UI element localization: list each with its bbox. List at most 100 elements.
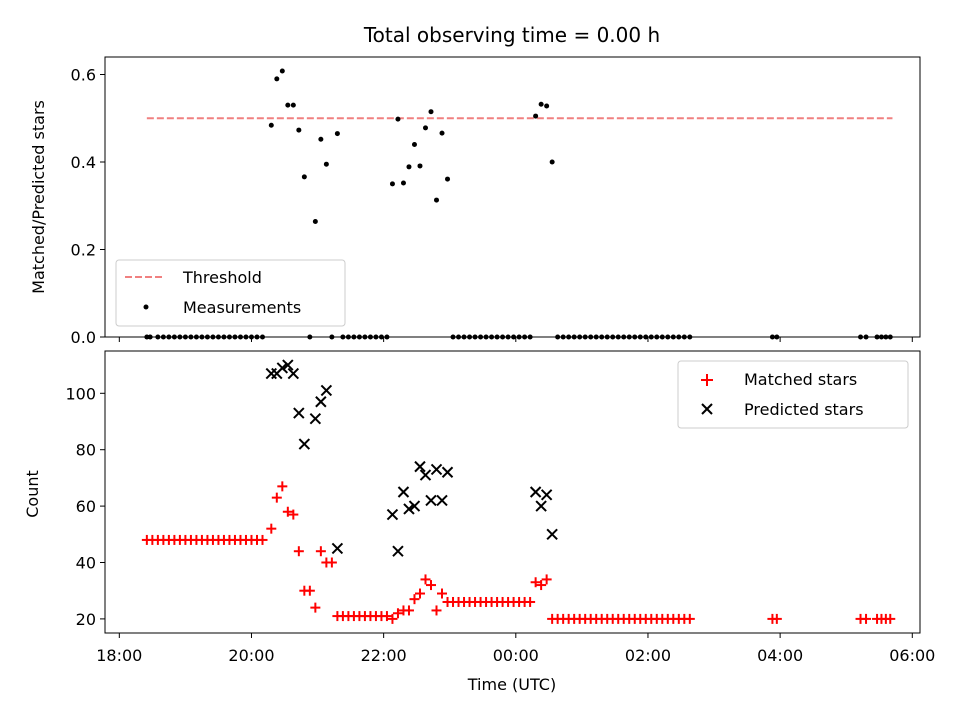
measurement-point <box>290 102 296 108</box>
measurement-point <box>334 131 340 137</box>
measurement-point <box>323 161 329 167</box>
matched-stars-point <box>271 492 282 503</box>
matched-stars-point <box>536 580 547 591</box>
x-tick-label: 04:00 <box>757 646 803 665</box>
matched-stars-point <box>420 574 431 585</box>
measurement-point <box>395 116 401 122</box>
matched-stars-point <box>381 611 392 622</box>
predicted-stars-point <box>414 460 426 473</box>
predicted-stars-point <box>408 500 421 512</box>
matched-stars-point <box>684 613 695 624</box>
matched-stars-point <box>525 596 536 607</box>
top-y-tick-label: 0.4 <box>71 153 96 172</box>
measurement-point <box>428 109 434 115</box>
predicted-stars-point <box>293 407 305 419</box>
matched-stars-point <box>437 588 448 599</box>
matched-stars-point <box>387 613 398 624</box>
matched-stars-point <box>257 534 268 545</box>
legend-predicted-label: Predicted stars <box>744 400 864 419</box>
matched-stars-point <box>293 546 304 557</box>
matched-stars-point <box>282 506 293 517</box>
legend-matched-label: Matched stars <box>744 370 857 389</box>
predicted-stars-point <box>403 503 415 515</box>
predicted-stars-point <box>386 508 399 521</box>
bottom-legend-box <box>677 360 909 429</box>
measurement-point <box>538 101 544 107</box>
matched-stars-point <box>771 613 782 624</box>
matched-stars-point <box>304 585 315 596</box>
measurement-point <box>312 219 318 224</box>
legend-predicted-marker <box>701 403 713 415</box>
predicted-stars-point <box>546 528 558 541</box>
predicted-stars-point <box>436 494 448 507</box>
predicted-stars-point <box>430 463 443 476</box>
top-y-tick-label: 0.6 <box>71 66 96 85</box>
measurement-point <box>422 125 428 131</box>
predicted-stars-point <box>309 412 322 425</box>
predicted-stars-point <box>320 384 333 397</box>
matched-stars-point <box>409 594 420 605</box>
matched-stars-point <box>266 523 277 534</box>
measurement-point <box>389 181 395 187</box>
measurement-point <box>406 164 412 170</box>
x-tick-label: 20:00 <box>228 646 274 665</box>
predicted-stars-point <box>392 545 404 557</box>
measurement-point <box>274 76 280 82</box>
measurement-point <box>285 102 291 108</box>
measurement-point <box>417 163 423 169</box>
legend-threshold-label: Threshold <box>182 268 262 287</box>
predicted-stars-point <box>425 494 437 507</box>
x-tick-label: 02:00 <box>625 646 671 665</box>
predicted-stars-point <box>331 542 344 555</box>
predicted-stars-point <box>419 469 432 481</box>
predicted-stars-point <box>535 500 547 512</box>
matched-stars-point <box>414 588 425 599</box>
measurement-point <box>533 113 539 119</box>
measurement-point <box>301 174 307 180</box>
bottom-legend: Matched stars Predicted stars <box>677 360 909 429</box>
matched-stars-point <box>392 608 403 619</box>
x-tick-label: 18:00 <box>96 646 142 665</box>
legend-matched-marker <box>701 374 713 386</box>
measurement-point <box>296 127 302 133</box>
legend-measurements-label: Measurements <box>183 298 301 317</box>
bottom-y-tick-label: 80 <box>76 441 96 460</box>
measurement-point <box>434 197 440 203</box>
top-legend-box <box>115 259 346 327</box>
matched-stars-point <box>310 602 321 613</box>
predicted-stars-point <box>441 466 454 478</box>
matched-stars-point <box>861 613 872 624</box>
bottom-y-axis-label: Count <box>23 470 42 518</box>
top-y-tick-label: 0.2 <box>71 241 96 260</box>
x-tick-label: 22:00 <box>361 646 407 665</box>
matched-stars-point <box>530 577 541 588</box>
top-plot-frame <box>104 56 921 338</box>
measurement-point <box>279 68 285 74</box>
x-tick-label: 00:00 <box>493 646 539 665</box>
measurement-point <box>549 159 555 165</box>
measurement-point <box>445 176 451 182</box>
bottom-y-tick-label: 100 <box>65 384 96 403</box>
predicted-stars-point <box>397 486 410 498</box>
bottom-plot-frame <box>104 350 921 634</box>
predicted-stars-point <box>287 367 300 380</box>
matched-stars-point <box>288 509 299 520</box>
top-legend: Threshold Measurements <box>115 259 346 327</box>
bottom-y-tick-label: 60 <box>76 497 96 516</box>
measurement-point <box>411 142 417 147</box>
predicted-stars-point <box>529 486 542 498</box>
measurement-point <box>268 122 274 128</box>
top-y-tick-label: 0.0 <box>71 328 96 347</box>
matched-stars-point <box>431 605 442 616</box>
predicted-stars-point <box>315 396 327 408</box>
matched-stars-point <box>315 546 326 557</box>
bottom-y-tick-label: 20 <box>76 610 96 629</box>
matched-stars-point <box>541 574 552 585</box>
predicted-stars-point <box>540 489 553 501</box>
matched-stars-point <box>426 580 436 591</box>
top-y-axis-label: Matched/Predicted stars <box>29 100 48 294</box>
matched-stars-point <box>403 605 414 616</box>
measurement-point <box>400 180 406 186</box>
